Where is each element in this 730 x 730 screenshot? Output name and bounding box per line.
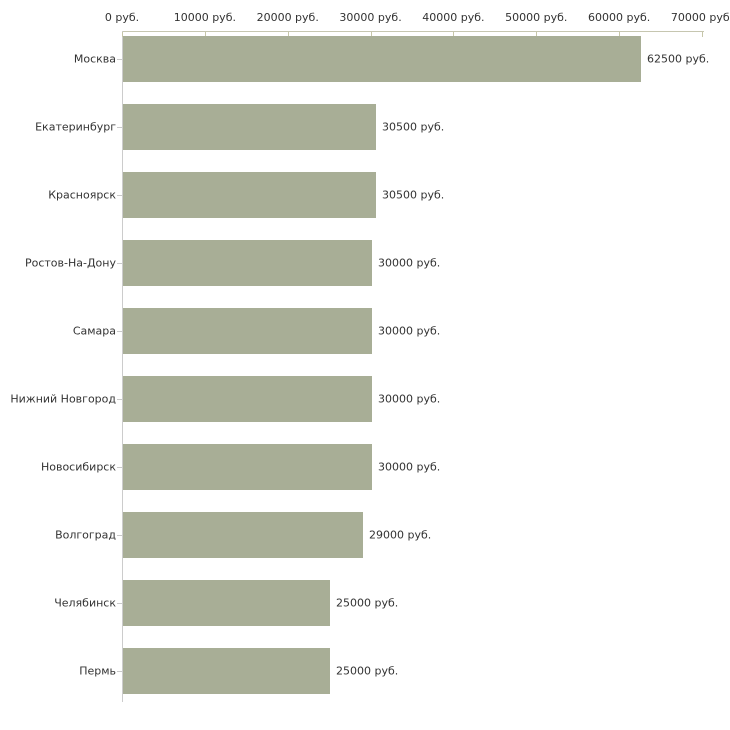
value-label: 30500 руб. <box>382 188 445 202</box>
value-label: 29000 руб. <box>369 528 432 542</box>
x-axis-tick-label: 50000 руб. <box>505 11 568 24</box>
x-axis-tick-label: 70000 руб. <box>670 11 730 24</box>
y-axis-tick <box>117 467 122 468</box>
category-label: Нижний Новгород <box>10 392 116 406</box>
x-axis-tick <box>122 32 123 37</box>
category-label: Москва <box>73 52 116 66</box>
bar <box>123 308 372 354</box>
y-axis-tick <box>117 59 122 60</box>
y-axis-tick <box>117 263 122 264</box>
y-axis-tick <box>117 331 122 332</box>
x-axis-tick-label: 0 руб. <box>104 11 140 24</box>
x-axis-line <box>122 31 704 32</box>
x-axis-tick <box>204 32 206 37</box>
category-label: Самара <box>72 324 116 338</box>
value-label: 62500 руб. <box>647 52 710 66</box>
bar <box>123 648 330 694</box>
value-label: 30000 руб. <box>378 324 441 338</box>
x-axis-tick <box>453 32 455 37</box>
category-label: Челябинск <box>54 596 116 610</box>
value-label: 30000 руб. <box>378 256 441 270</box>
y-axis-tick <box>117 535 122 536</box>
value-label: 30500 руб. <box>382 120 445 134</box>
y-axis-tick <box>117 399 122 400</box>
bar <box>123 172 376 218</box>
bar <box>123 376 372 422</box>
x-axis-tick-label: 60000 руб. <box>588 11 651 24</box>
x-axis-tick-label: 40000 руб. <box>422 11 485 24</box>
x-axis-tick <box>619 32 621 37</box>
value-label: 25000 руб. <box>336 596 399 610</box>
value-label: 25000 руб. <box>336 664 399 678</box>
category-label: Волгоград <box>55 528 116 542</box>
value-label: 30000 руб. <box>378 460 441 474</box>
category-label: Ростов-На-Дону <box>24 256 116 270</box>
bar <box>123 580 330 626</box>
y-axis-tick <box>117 127 122 128</box>
category-label: Пермь <box>79 664 116 678</box>
category-label: Новосибирск <box>40 460 116 474</box>
x-axis-tick <box>702 32 703 37</box>
y-axis-tick <box>117 603 122 604</box>
bar <box>123 444 372 490</box>
x-axis-tick <box>287 32 289 37</box>
y-axis-tick <box>117 671 122 672</box>
x-axis-tick-label: 10000 руб. <box>173 11 236 24</box>
category-label: Красноярск <box>48 188 116 202</box>
bar <box>123 240 372 286</box>
y-axis-tick <box>117 195 122 196</box>
category-label: Екатеринбург <box>35 120 116 134</box>
x-axis-tick <box>536 32 538 37</box>
bar <box>123 36 641 82</box>
value-label: 30000 руб. <box>378 392 441 406</box>
x-axis-tick-label: 20000 руб. <box>256 11 319 24</box>
bar <box>123 104 376 150</box>
x-axis-tick <box>370 32 372 37</box>
y-axis-line <box>122 31 123 702</box>
bar <box>123 512 363 558</box>
x-axis-tick-label: 30000 руб. <box>339 11 402 24</box>
